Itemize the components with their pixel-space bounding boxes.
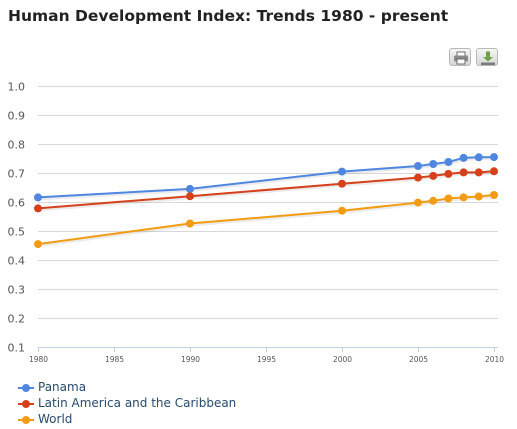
y-tick-label: 1.0 bbox=[8, 81, 26, 94]
data-point[interactable] bbox=[429, 160, 437, 168]
data-point[interactable] bbox=[338, 207, 346, 215]
data-point[interactable] bbox=[338, 180, 346, 188]
legend-symbol bbox=[18, 398, 36, 410]
data-point[interactable] bbox=[475, 193, 483, 201]
series-1 bbox=[34, 167, 498, 212]
legend-symbol bbox=[18, 414, 36, 426]
y-tick-label: 0.2 bbox=[8, 313, 26, 326]
data-point[interactable] bbox=[34, 193, 42, 201]
data-point[interactable] bbox=[414, 162, 422, 170]
x-tick-label: 1985 bbox=[105, 355, 124, 364]
data-point[interactable] bbox=[460, 168, 468, 176]
data-point[interactable] bbox=[34, 204, 42, 212]
data-point[interactable] bbox=[414, 199, 422, 207]
x-tick-label: 1980 bbox=[29, 355, 48, 364]
legend-label: Panama bbox=[38, 380, 86, 394]
y-tick-label: 0.8 bbox=[8, 139, 26, 152]
x-tick-label: 1995 bbox=[257, 355, 276, 364]
data-point[interactable] bbox=[490, 191, 498, 199]
x-tick-label: 2010 bbox=[485, 355, 504, 364]
y-tick-label: 0.1 bbox=[8, 342, 26, 355]
y-tick-label: 0.4 bbox=[8, 255, 26, 268]
x-tick-label: 1990 bbox=[181, 355, 200, 364]
legend-label: World bbox=[38, 412, 72, 426]
x-tick-label: 2005 bbox=[409, 355, 428, 364]
data-point[interactable] bbox=[186, 185, 194, 193]
data-point[interactable] bbox=[444, 170, 452, 178]
data-point[interactable] bbox=[429, 172, 437, 180]
data-point[interactable] bbox=[460, 154, 468, 162]
data-point[interactable] bbox=[186, 220, 194, 228]
series-layer bbox=[34, 153, 498, 248]
data-point[interactable] bbox=[186, 192, 194, 200]
x-tick-label: 2000 bbox=[333, 355, 352, 364]
data-point[interactable] bbox=[429, 197, 437, 205]
data-point[interactable] bbox=[475, 168, 483, 176]
data-point[interactable] bbox=[338, 168, 346, 176]
data-point[interactable] bbox=[444, 195, 452, 203]
data-point[interactable] bbox=[34, 240, 42, 248]
series-2 bbox=[34, 191, 498, 248]
y-tick-label: 0.7 bbox=[8, 168, 26, 181]
data-point[interactable] bbox=[490, 153, 498, 161]
y-tick-label: 0.3 bbox=[8, 284, 26, 297]
y-tick-label: 0.6 bbox=[8, 197, 26, 210]
legend-label: Latin America and the Caribbean bbox=[38, 396, 236, 410]
data-point[interactable] bbox=[414, 174, 422, 182]
data-point[interactable] bbox=[460, 193, 468, 201]
y-tick-label: 0.9 bbox=[8, 110, 26, 123]
axes: 0.1 0.2 0.3 0.4 0.5 0.6 0.7 0.8 0.9 1.0 1980 1985 19… bbox=[8, 81, 505, 365]
data-point[interactable] bbox=[475, 153, 483, 161]
legend-symbol bbox=[18, 382, 36, 394]
data-point[interactable] bbox=[444, 158, 452, 166]
y-tick-label: 0.5 bbox=[8, 226, 26, 239]
data-point[interactable] bbox=[490, 167, 498, 175]
